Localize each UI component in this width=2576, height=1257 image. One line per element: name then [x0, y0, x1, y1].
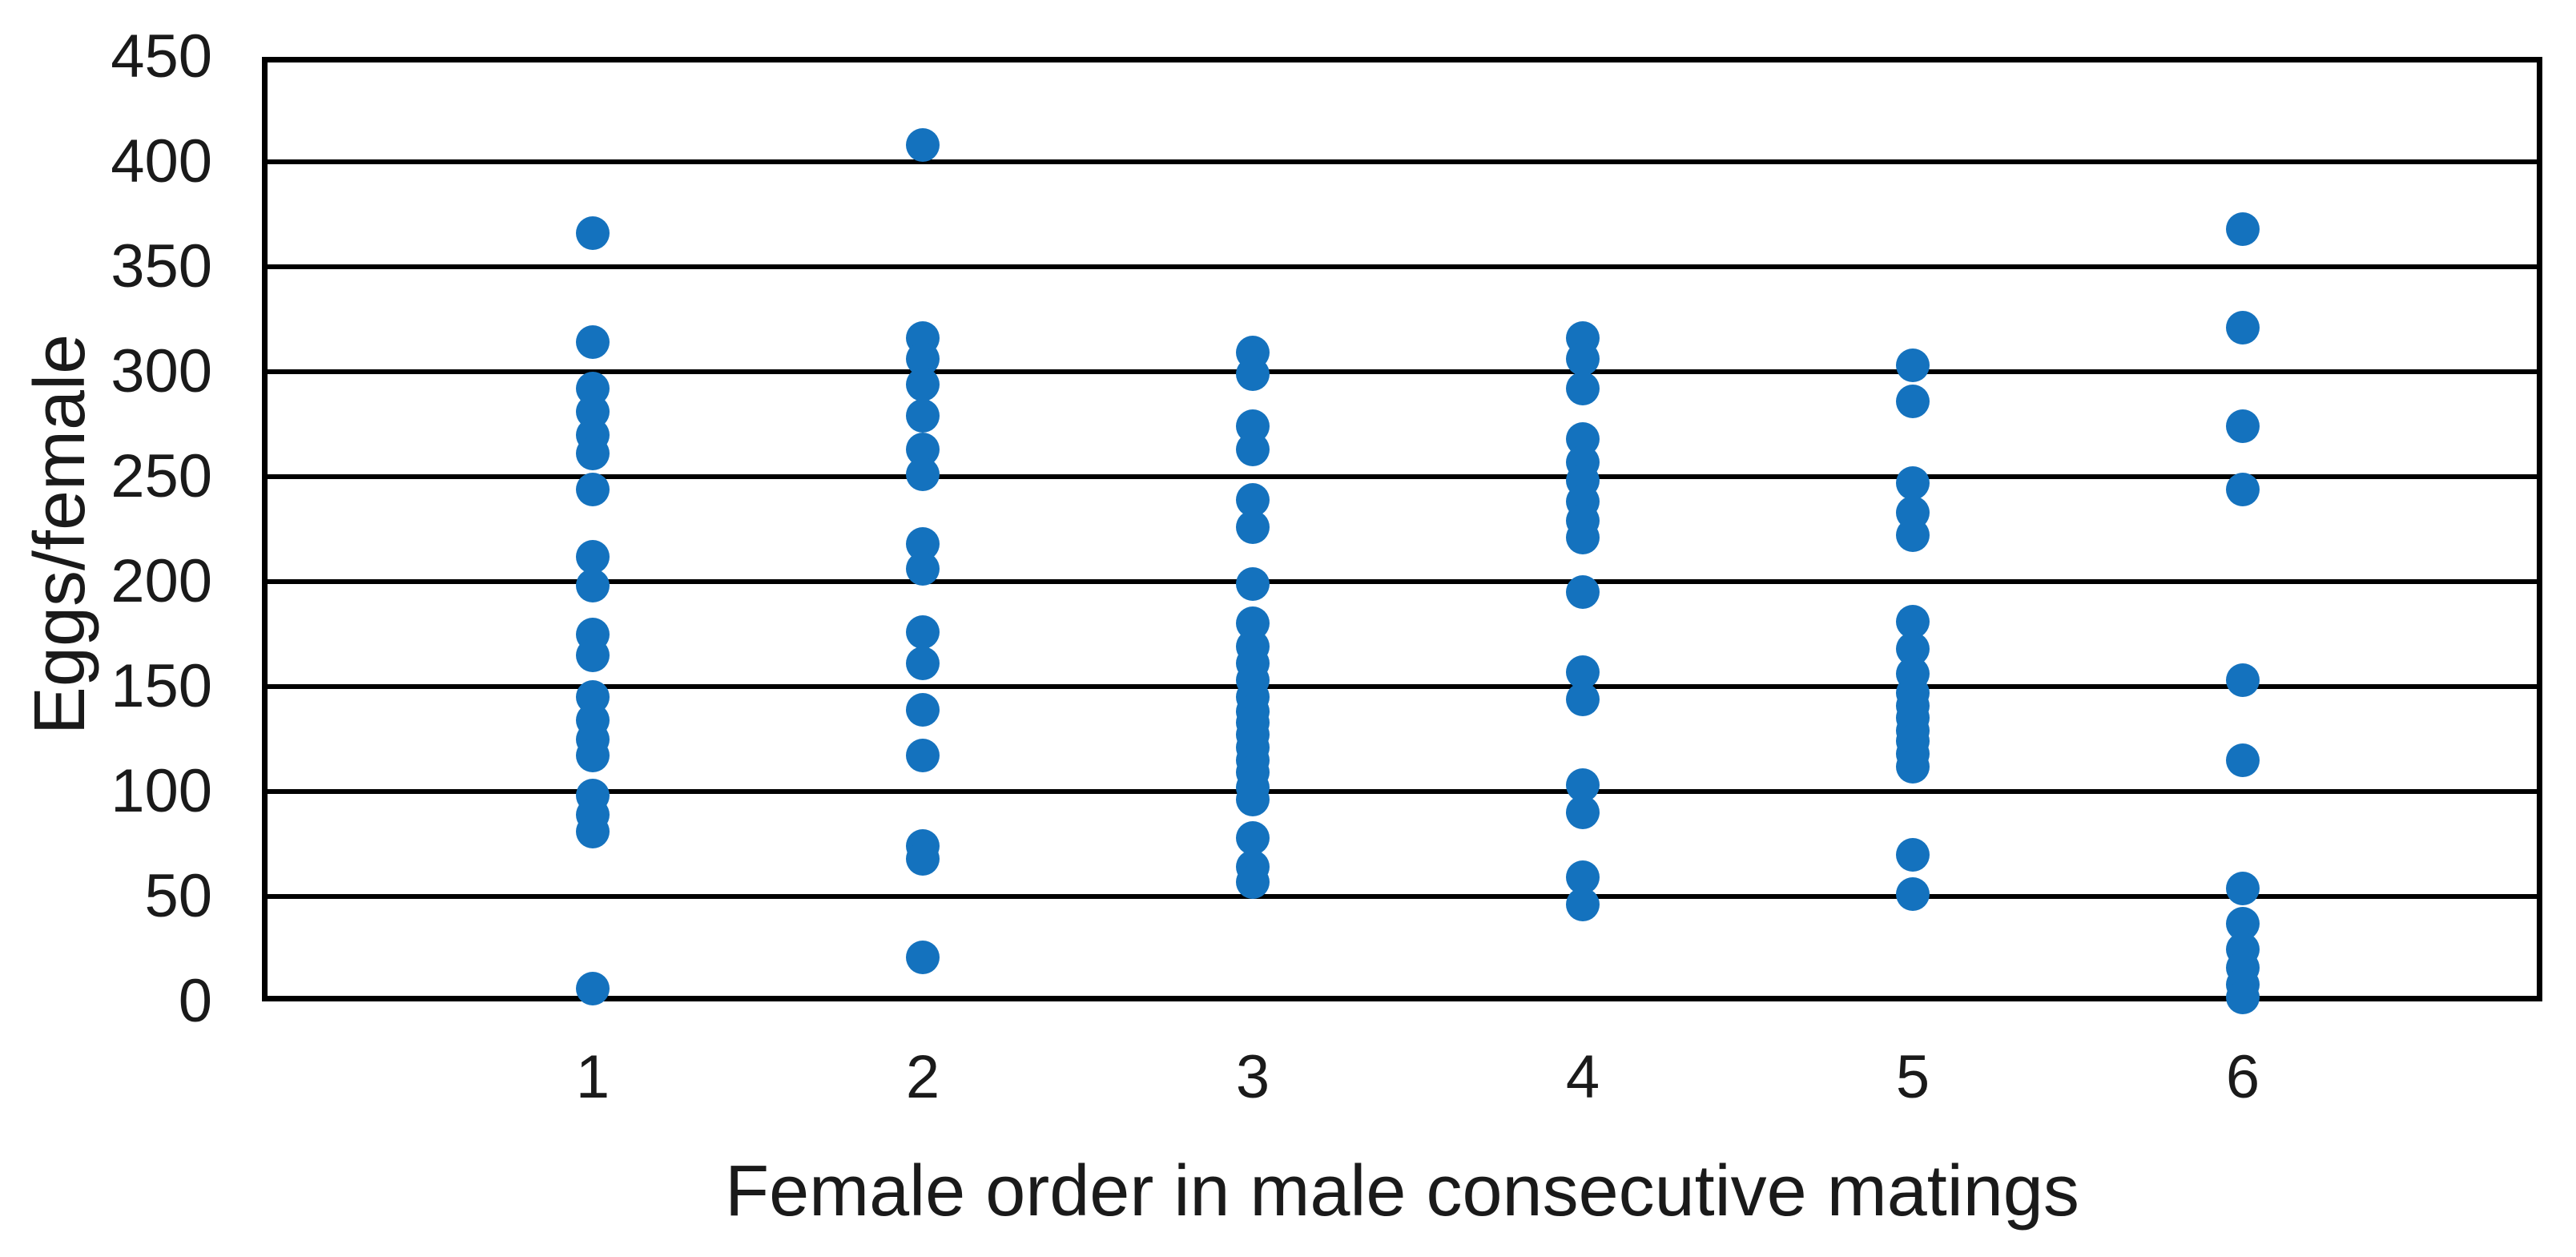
data-point	[1896, 837, 1930, 872]
gridline-y350	[262, 264, 2542, 269]
data-point	[2226, 310, 2260, 344]
data-point	[906, 399, 940, 433]
y-tick-label-100: 100	[111, 757, 212, 825]
data-point	[576, 472, 610, 506]
data-point	[1566, 575, 1600, 610]
data-point	[1566, 342, 1600, 377]
y-tick-label-300: 300	[111, 337, 212, 405]
x-tick-label-3: 3	[1235, 1043, 1270, 1111]
y-tick-label-0: 0	[178, 967, 212, 1035]
data-point	[1236, 566, 1270, 601]
plot-area	[262, 57, 2542, 1001]
data-point	[576, 972, 610, 1006]
data-point	[576, 739, 610, 773]
data-point	[1896, 465, 1930, 500]
gridline-y200	[262, 579, 2542, 584]
data-point	[576, 539, 610, 574]
gridline-y250	[262, 474, 2542, 479]
gridline-y50	[262, 894, 2542, 899]
data-point	[2226, 663, 2260, 698]
data-point	[2226, 472, 2260, 506]
data-point	[1236, 432, 1270, 466]
y-tick-label-250: 250	[111, 442, 212, 510]
data-point	[906, 552, 940, 586]
data-point	[1566, 520, 1600, 554]
gridline-y150	[262, 684, 2542, 689]
data-point	[906, 940, 940, 974]
data-point	[1236, 783, 1270, 817]
data-point	[906, 739, 940, 773]
data-point	[1236, 357, 1270, 391]
data-point	[1896, 877, 1930, 912]
x-tick-label-4: 4	[1565, 1043, 1600, 1111]
data-point	[906, 457, 940, 492]
y-tick-label-200: 200	[111, 547, 212, 615]
data-point	[906, 647, 940, 681]
data-point	[906, 841, 940, 876]
data-point	[1236, 820, 1270, 855]
gridline-y300	[262, 369, 2542, 374]
data-point	[1896, 749, 1930, 784]
x-tick-label-1: 1	[575, 1043, 610, 1111]
data-point	[576, 216, 610, 251]
data-point	[2226, 871, 2260, 905]
data-point	[1236, 864, 1270, 899]
y-tick-label-400: 400	[111, 127, 212, 195]
data-point	[576, 325, 610, 360]
x-tick-label-2: 2	[905, 1043, 940, 1111]
data-point	[906, 692, 940, 727]
data-point	[906, 614, 940, 649]
data-point	[906, 367, 940, 401]
data-point	[1896, 348, 1930, 383]
data-point	[576, 814, 610, 848]
data-point	[2226, 743, 2260, 777]
gridline-y400	[262, 159, 2542, 164]
data-point	[2226, 980, 2260, 1014]
data-point	[1566, 371, 1600, 405]
data-point	[1896, 384, 1930, 418]
y-tick-label-450: 450	[111, 22, 212, 91]
y-tick-label-350: 350	[111, 232, 212, 300]
data-point	[906, 128, 940, 163]
data-point	[576, 437, 610, 471]
x-tick-label-6: 6	[2225, 1043, 2260, 1111]
data-point	[2226, 212, 2260, 246]
data-point	[1896, 518, 1930, 553]
data-point	[2226, 409, 2260, 444]
x-axis-title: Female order in male consecutive matings	[725, 1151, 2079, 1231]
y-tick-label-150: 150	[111, 652, 212, 720]
y-tick-label-50: 50	[144, 862, 212, 930]
x-tick-label-5: 5	[1895, 1043, 1930, 1111]
gridline-y100	[262, 789, 2542, 794]
data-point	[1236, 510, 1270, 544]
data-point	[576, 638, 610, 672]
data-point	[1566, 888, 1600, 922]
data-point	[1566, 796, 1600, 830]
data-point	[1566, 682, 1600, 716]
data-point	[576, 569, 610, 603]
